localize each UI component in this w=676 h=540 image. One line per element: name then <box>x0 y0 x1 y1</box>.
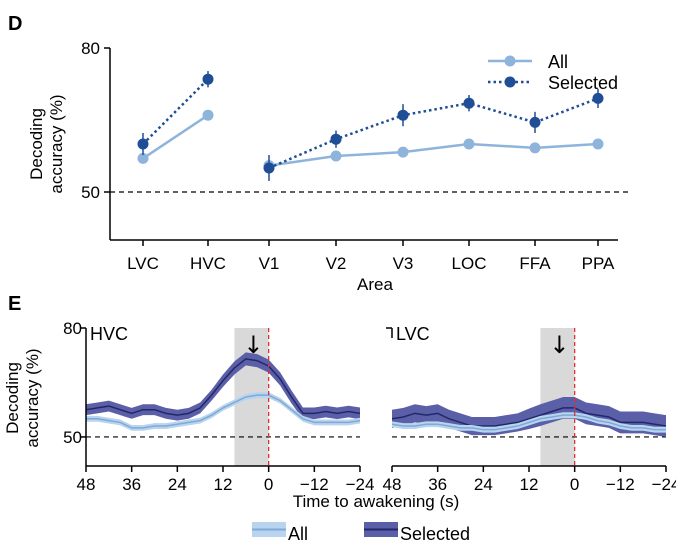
d-point-selected <box>263 162 275 174</box>
d-point-all <box>529 142 541 154</box>
d-x-tick-label: V2 <box>326 254 347 273</box>
d-x-tick-label: HVC <box>190 254 226 273</box>
d-series-line-all <box>142 114 209 160</box>
panelE2-x-tick-label: −24 <box>652 475 676 494</box>
d-x-tick-label: V1 <box>259 254 280 273</box>
d-x-tick-label: V3 <box>393 254 414 273</box>
panelE1-line-all <box>86 394 361 429</box>
panelE1-title: HVC <box>90 324 128 344</box>
d-point-selected <box>137 138 149 150</box>
d-series-line-selected <box>142 78 209 145</box>
d-point-selected <box>463 97 475 109</box>
d-point-all <box>202 109 214 121</box>
panel-e-letter: E <box>8 293 21 315</box>
panelE1-line-selected <box>85 358 361 416</box>
d-point-selected <box>330 133 342 145</box>
d-point-all <box>463 138 475 150</box>
legend-d-selected-label: Selected <box>548 73 618 93</box>
panelE1-x-tick-label: 36 <box>122 475 141 494</box>
d-point-all <box>137 152 149 164</box>
d-point-all <box>592 138 604 150</box>
d-point-selected <box>397 109 409 121</box>
panelE2-x-tick-label: 0 <box>570 475 579 494</box>
panelE1-x-tick-label: 48 <box>77 475 96 494</box>
panelE1-x-tick-label: 0 <box>264 475 273 494</box>
panelE2-x-tick-label: 36 <box>428 475 447 494</box>
panelE2-x-tick-label: 24 <box>474 475 493 494</box>
legend-e: All Selected <box>252 522 470 540</box>
legend-d-selected-marker <box>504 76 516 88</box>
d-point-selected <box>592 92 604 104</box>
panelE2-arrow: ↓ <box>549 331 569 359</box>
panelE2-title: LVC <box>396 324 430 344</box>
d-x-axis-label: Area <box>357 275 393 294</box>
legend-e-selected-label: Selected <box>400 524 470 540</box>
legend-d: All Selected <box>488 52 618 93</box>
panel-d-chart: 80 50 LVC HVC V1 V2 V3 LOC FFA PPA Area Decoding acc… <box>27 39 630 294</box>
d-series-line-selected <box>268 97 599 170</box>
panelE2-x-tick-label: 12 <box>520 475 539 494</box>
panel-e-hvc-chart: 80 50 Decoding accuracy (%) 48 36 24 12 0 −12 −24 H… <box>3 319 374 494</box>
d-x-tick-label: FFA <box>519 254 551 273</box>
panelE2-line-all <box>391 414 666 431</box>
legend-e-all-label: All <box>288 524 308 540</box>
legend-d-all-marker <box>504 55 516 67</box>
d-y-tick-label: 50 <box>81 183 100 202</box>
panelE1-y-tick-label: 50 <box>63 428 82 447</box>
d-y-tick-label: 80 <box>81 39 100 58</box>
d-y-axis-label-line1: Decoding <box>27 108 46 180</box>
panelE2-line-selected <box>391 407 667 427</box>
panelE2-x-tick-label: 48 <box>383 475 402 494</box>
panelE1-x-tick-label: 12 <box>214 475 233 494</box>
panelE1-x-tick-label: 24 <box>168 475 187 494</box>
d-series-line-all <box>268 142 599 167</box>
panelE1-arrow: ↓ <box>243 331 263 359</box>
panel-d-letter: D <box>8 13 22 35</box>
panel-e-xlabel: Time to awakening (s) <box>293 492 460 511</box>
panelE1-x-tick-label: −12 <box>300 475 329 494</box>
d-x-tick-label: LOC <box>452 254 487 273</box>
d-point-all <box>330 150 342 162</box>
panelE2-x-tick-label: −12 <box>606 475 635 494</box>
d-x-tick-label: LVC <box>127 254 159 273</box>
panel-e-lvc-chart: 48 36 24 12 0 −12 −24 LVC ↓ <box>383 324 676 494</box>
d-point-all <box>397 146 409 158</box>
legend-d-all-label: All <box>548 52 568 72</box>
panelE1-band-selected <box>86 352 360 421</box>
panelE1-x-tick-label: −24 <box>346 475 375 494</box>
d-point-selected <box>529 116 541 128</box>
panelE1-y-tick-label: 80 <box>63 319 82 338</box>
d-y-axis-label-line2: accuracy (%) <box>47 94 66 193</box>
d-point-selected <box>202 73 214 85</box>
panelE1-y-axis-label-line1: Decoding <box>3 362 22 434</box>
panelE1-y-axis-label-line2: accuracy (%) <box>23 348 42 447</box>
d-x-tick-label: PPA <box>582 254 615 273</box>
panelE2-band-selected <box>392 397 666 437</box>
